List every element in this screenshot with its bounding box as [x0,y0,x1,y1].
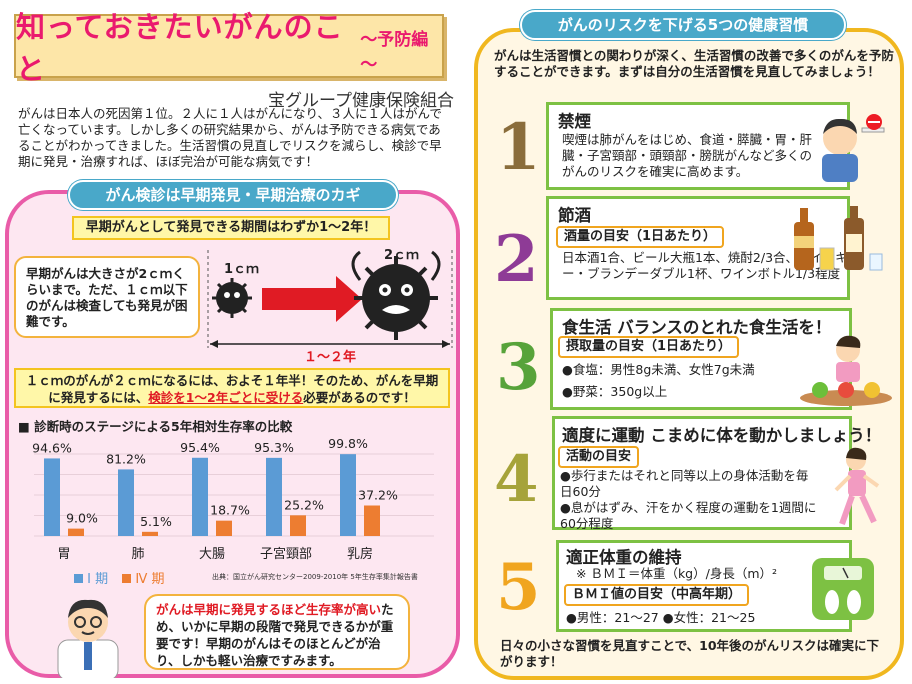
legend-stage1-swatch [74,574,83,583]
value-label-stage4: 5.1% [140,514,172,529]
label-1cm: 1ｃｍ [224,262,260,277]
size-bubble: 早期がんは大きさが2ｃｍくらいまで。ただ、１ｃｍ以下のがんは検査しても発見が困難… [14,256,200,338]
category-label: 子宮頸部 [260,546,312,562]
category-label: 乳房 [347,546,373,562]
label-2cm: 2ｃｍ [384,248,420,263]
value-label-stage1: 94.6% [32,440,72,455]
doctor-speech-bubble: がんは早期に発見するほど生存率が高いため、いかに早期の段階で発見できるかが重要で… [144,594,410,670]
habit-number-3: 3 [496,330,541,405]
habits-heading: がんのリスクを下げる5つの健康習慣 [520,10,846,40]
value-label-stage4: 9.0% [66,511,98,526]
category-label: 大腸 [199,547,225,562]
chart-title: ■ 診断時のステージによる5年相対生存率の比較 [18,419,293,434]
legend-stage4-swatch [122,574,132,583]
value-label-stage1: 81.2% [106,451,146,466]
large-cancer-cell-icon [351,250,441,340]
title-banner: 知っておきたいがんのこと ～予防編～ [14,10,444,86]
no-smoking-man-icon [822,114,885,182]
habit-pill-diet: 摂取量の目安（1日あたり） [558,336,740,358]
alcohol-bottles-icon [794,206,883,271]
habit-title-weight: 適正体重の維持 [566,548,682,567]
note-text-2: 必要があるのです！ [303,390,416,405]
bar-stage1 [266,457,282,536]
legend-stage1-label: Ⅰ 期 [87,572,109,587]
value-label-stage4: 37.2% [358,487,398,502]
bar-stage1 [340,454,356,536]
habit-title-alcohol: 節酒 [558,206,591,225]
habits-footer: 日々の小さな習慣を見直すことで、10年後のがんリスクは確実に下がります！ [500,638,880,669]
growth-arrow-icon [262,276,362,322]
screening-heading: がん検診は早期発見・早期治療のカギ [68,180,398,210]
habit-pill-weight: ＢＭＩ値の目安（中高年期） [564,584,750,606]
habit-text-diet-salt: ●食塩：男性8g未満、女性7g未満 [562,362,755,377]
walking-woman-icon [834,447,880,526]
page-subtitle: ～予防編～ [360,30,429,75]
healthy-meal-icon [800,335,892,406]
doctor-highlight: がんは早期に発見するほど生存率が高い [156,602,382,617]
bar-stage1 [118,469,134,536]
habit-number-5: 5 [496,550,541,625]
habit-text-diet-veg: ●野菜：350g以上 [562,384,668,399]
scale-icon [812,558,874,620]
habit-box-diet [550,308,852,410]
bar-stage1 [192,457,208,536]
habit-title-smoking: 禁煙 [558,112,591,131]
bar-stage4 [68,528,84,536]
habit-title-exercise: 適度に運動 こまめに体を動かしましょう！ [562,426,882,445]
small-cancer-cell-icon [212,278,252,318]
category-label: 肺 [131,547,144,562]
survival-rate-chart: 94.6% 9.0% 胃 81.2% 5.1% 肺 95.4% 18.7% 大腸 95.3% 25.… [32,436,434,562]
value-label-stage1: 95.3% [254,440,294,455]
bar-stage4 [142,531,158,536]
habit-text-bmi-formula: ※ ＢＭＩ＝体重（kg）/身長（m）² [576,566,778,581]
bar-stage4 [364,505,380,536]
note-text-1: １ｃｍのがんが２ｃｍになるには、およそ１年半！そのため、がんを早期に発見するには… [25,373,439,405]
habit-number-1: 1 [496,110,541,185]
habit-pill-exercise: 活動の目安 [558,446,640,468]
habit-text-exercise-walk: ●歩行またはそれと同等以上の身体活動を毎日60分 [560,468,809,499]
habit-text-exercise-sweat: ●息がはずみ、汗をかく程度の運動を1週間に60分程度 [560,500,817,531]
note-text-highlight: 検診を1～2年ごとに受ける [148,390,304,405]
intro-text: がんは日本人の死因第１位。２人に１人はがんになり、３人に１人はがんで亡くなってい… [18,106,442,169]
value-label-stage1: 95.4% [180,440,220,455]
legend-stage4-label: Ⅳ 期 [135,572,165,587]
page-title: 知っておきたいがんのこと [16,10,344,86]
value-label-stage4: 25.2% [284,497,324,512]
chart-source: 出典：国立がん研究センター2009-2010年 5年生存率集計報告書 [212,573,418,581]
early-period-alert: 早期がんとして発見できる期間はわずか1～2年！ [72,216,390,240]
bar-stage1 [44,458,60,536]
habits-intro: がんは生活習慣との関わりが深く、生活習慣の改善で多くのがんを予防することができま… [494,48,894,79]
bar-stage4 [216,520,232,536]
chart-legend: Ⅰ 期 Ⅳ 期 [74,568,165,587]
habit-box-smoking [546,102,850,190]
value-label-stage4: 18.7% [210,503,250,518]
habit-text-bmi-range: ●男性：21～27 ●女性：21～25 [566,610,756,625]
habit-number-2: 2 [494,222,539,297]
tumor-growth-illustration [207,250,453,348]
doctor-icon [57,599,119,678]
period-label: １～２年 [304,350,357,365]
category-label: 胃 [57,547,70,562]
habit-title-diet: 食生活 バランスのとれた食生活を！ [562,318,832,337]
doctor-text: ため、いかに早期の段階で発見できるかが重要です！早期のがんはそのほとんどが治り、… [156,602,394,668]
habit-number-4: 4 [494,442,539,517]
habit-text-alcohol: 日本酒1合、ビール大瓶1本、焼酎2/3合、ウイスキー・ブランデーダブル1杯、ワイ… [562,250,848,281]
habit-text-smoking: 喫煙は肺がんをはじめ、食道・膵臓・胃・肝臓・子宮頸部・頭頸部・膀胱がんなど多くの… [562,132,813,179]
bar-stage4 [290,515,306,536]
organization-name: 宝グループ健康保険組合 [268,91,454,111]
habit-pill-alcohol: 酒量の目安（1日あたり） [556,226,725,248]
screening-note: １ｃｍのがんが２ｃｍになるには、およそ１年半！そのため、がんを早期に発見するには… [14,368,450,408]
value-label-stage1: 99.8% [328,436,368,451]
